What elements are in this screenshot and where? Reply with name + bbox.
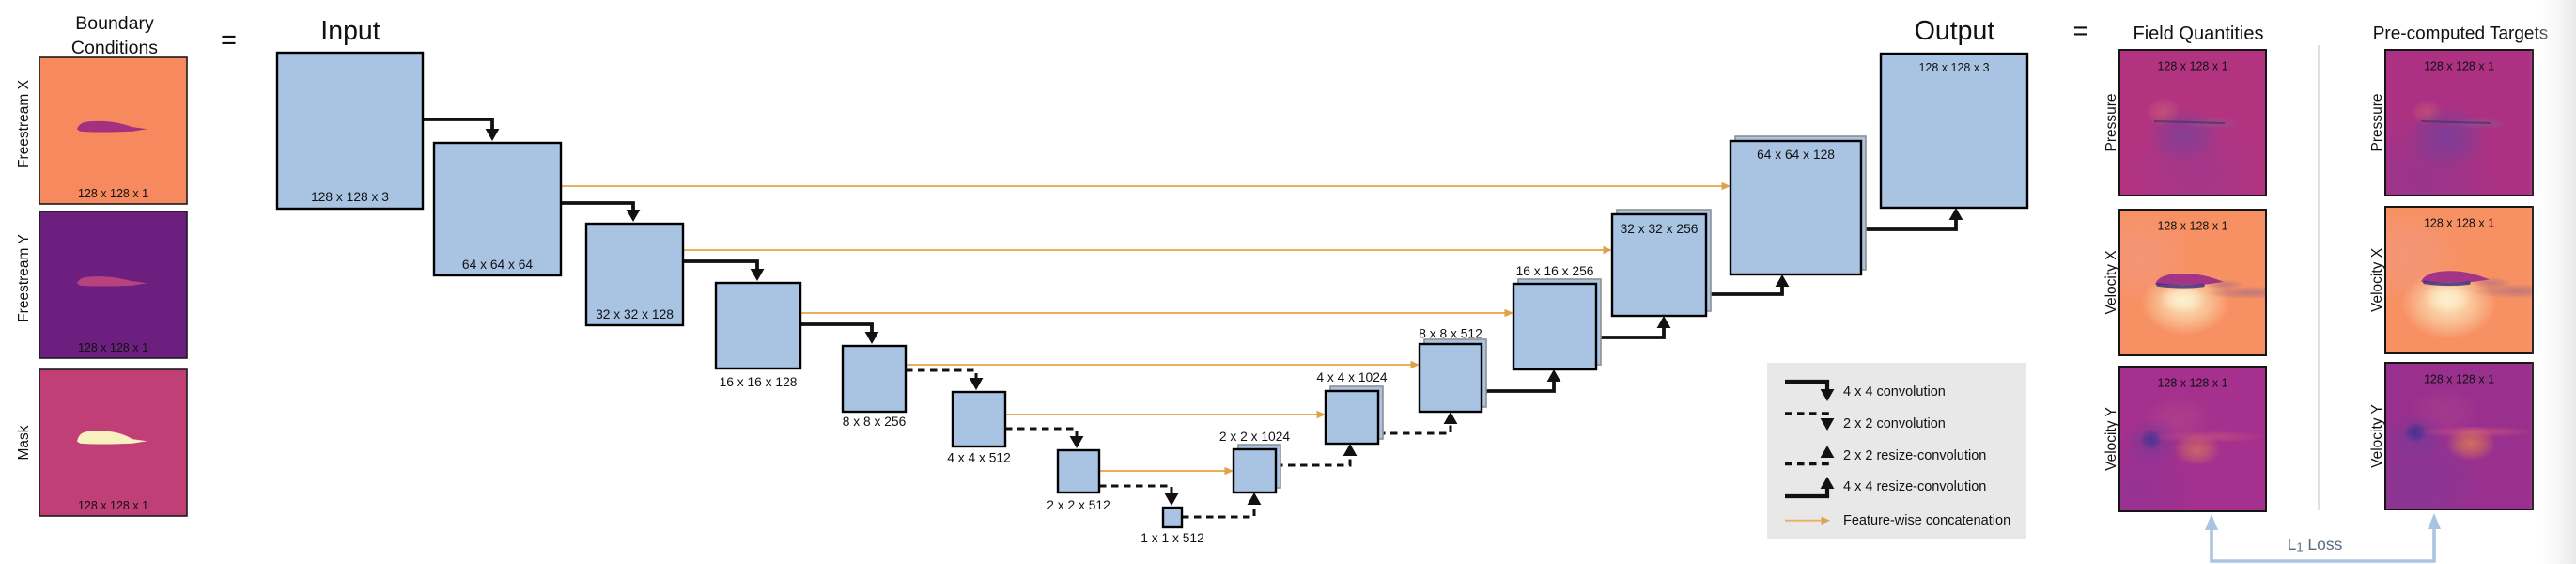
svg-text:Input: Input <box>320 16 380 46</box>
svg-text:2 x 2 convolution: 2 x 2 convolution <box>1843 416 1946 431</box>
svg-text:Feature-wise concatenation: Feature-wise concatenation <box>1843 513 2010 528</box>
svg-text:Field Quantities: Field Quantities <box>2134 24 2264 44</box>
svg-text:1 x 1 x 512: 1 x 1 x 512 <box>1141 531 1204 545</box>
svg-text:Freestream Y: Freestream Y <box>16 234 32 322</box>
svg-text:Pressure: Pressure <box>2369 93 2385 151</box>
svg-text:128 x 128 x 1: 128 x 128 x 1 <box>2424 217 2494 230</box>
svg-text:2 x 2 resize-convolution: 2 x 2 resize-convolution <box>1843 448 1986 463</box>
svg-text:16 x 16 x 128: 16 x 16 x 128 <box>720 375 798 389</box>
svg-text:4 x 4 x 512: 4 x 4 x 512 <box>947 451 1011 465</box>
svg-text:=: = <box>221 25 237 55</box>
svg-text:Conditions: Conditions <box>71 38 158 58</box>
svg-text:4 x 4 resize-convolution: 4 x 4 resize-convolution <box>1843 479 1986 494</box>
svg-text:128 x 128 x 1: 128 x 128 x 1 <box>78 499 148 512</box>
svg-text:2 x 2 x 512: 2 x 2 x 512 <box>1047 498 1110 512</box>
svg-text:32 x 32 x 128: 32 x 32 x 128 <box>596 307 674 321</box>
svg-text:128 x 128 x 1: 128 x 128 x 1 <box>2424 373 2494 386</box>
svg-text:2 x 2 x 1024: 2 x 2 x 1024 <box>1219 430 1290 444</box>
svg-text:64 x 64 x 128: 64 x 64 x 128 <box>1757 148 1835 162</box>
svg-text:16 x 16 x 256: 16 x 16 x 256 <box>1516 264 1594 278</box>
svg-text:Mask: Mask <box>16 425 32 460</box>
svg-text:32 x 32 x 256: 32 x 32 x 256 <box>1621 222 1699 236</box>
svg-text:128 x 128 x 1: 128 x 128 x 1 <box>78 187 148 200</box>
svg-text:Pre-computed Targets: Pre-computed Targets <box>2373 24 2549 44</box>
svg-text:64 x 64 x 64: 64 x 64 x 64 <box>462 258 533 272</box>
svg-text:L1 Loss: L1 Loss <box>2288 535 2343 555</box>
svg-text:=: = <box>2073 17 2089 47</box>
svg-text:8 x 8 x 512: 8 x 8 x 512 <box>1419 327 1482 341</box>
svg-text:Output: Output <box>1915 16 1995 46</box>
svg-text:128 x 128 x 3: 128 x 128 x 3 <box>1918 61 1989 74</box>
svg-text:Boundary: Boundary <box>75 13 154 34</box>
svg-text:128 x 128 x 1: 128 x 128 x 1 <box>2157 220 2227 233</box>
svg-text:128 x 128 x 1: 128 x 128 x 1 <box>2424 60 2494 73</box>
svg-text:Velocity X: Velocity X <box>2103 250 2119 315</box>
svg-text:4 x 4 x 1024: 4 x 4 x 1024 <box>1316 370 1387 384</box>
svg-text:128 x 128 x 1: 128 x 128 x 1 <box>2157 377 2227 390</box>
svg-text:Freestream X: Freestream X <box>16 79 32 168</box>
svg-text:Velocity Y: Velocity Y <box>2103 407 2119 471</box>
svg-text:128 x 128 x 1: 128 x 128 x 1 <box>2157 60 2227 73</box>
svg-text:8 x 8 x 256: 8 x 8 x 256 <box>843 415 907 429</box>
svg-text:Velocity Y: Velocity Y <box>2369 404 2385 468</box>
svg-text:128 x 128 x 1: 128 x 128 x 1 <box>78 341 148 354</box>
svg-text:Velocity X: Velocity X <box>2369 247 2385 312</box>
svg-text:4 x 4 convolution: 4 x 4 convolution <box>1843 384 1946 400</box>
svg-text:Pressure: Pressure <box>2103 93 2119 151</box>
svg-text:128 x 128 x 3: 128 x 128 x 3 <box>311 190 389 204</box>
